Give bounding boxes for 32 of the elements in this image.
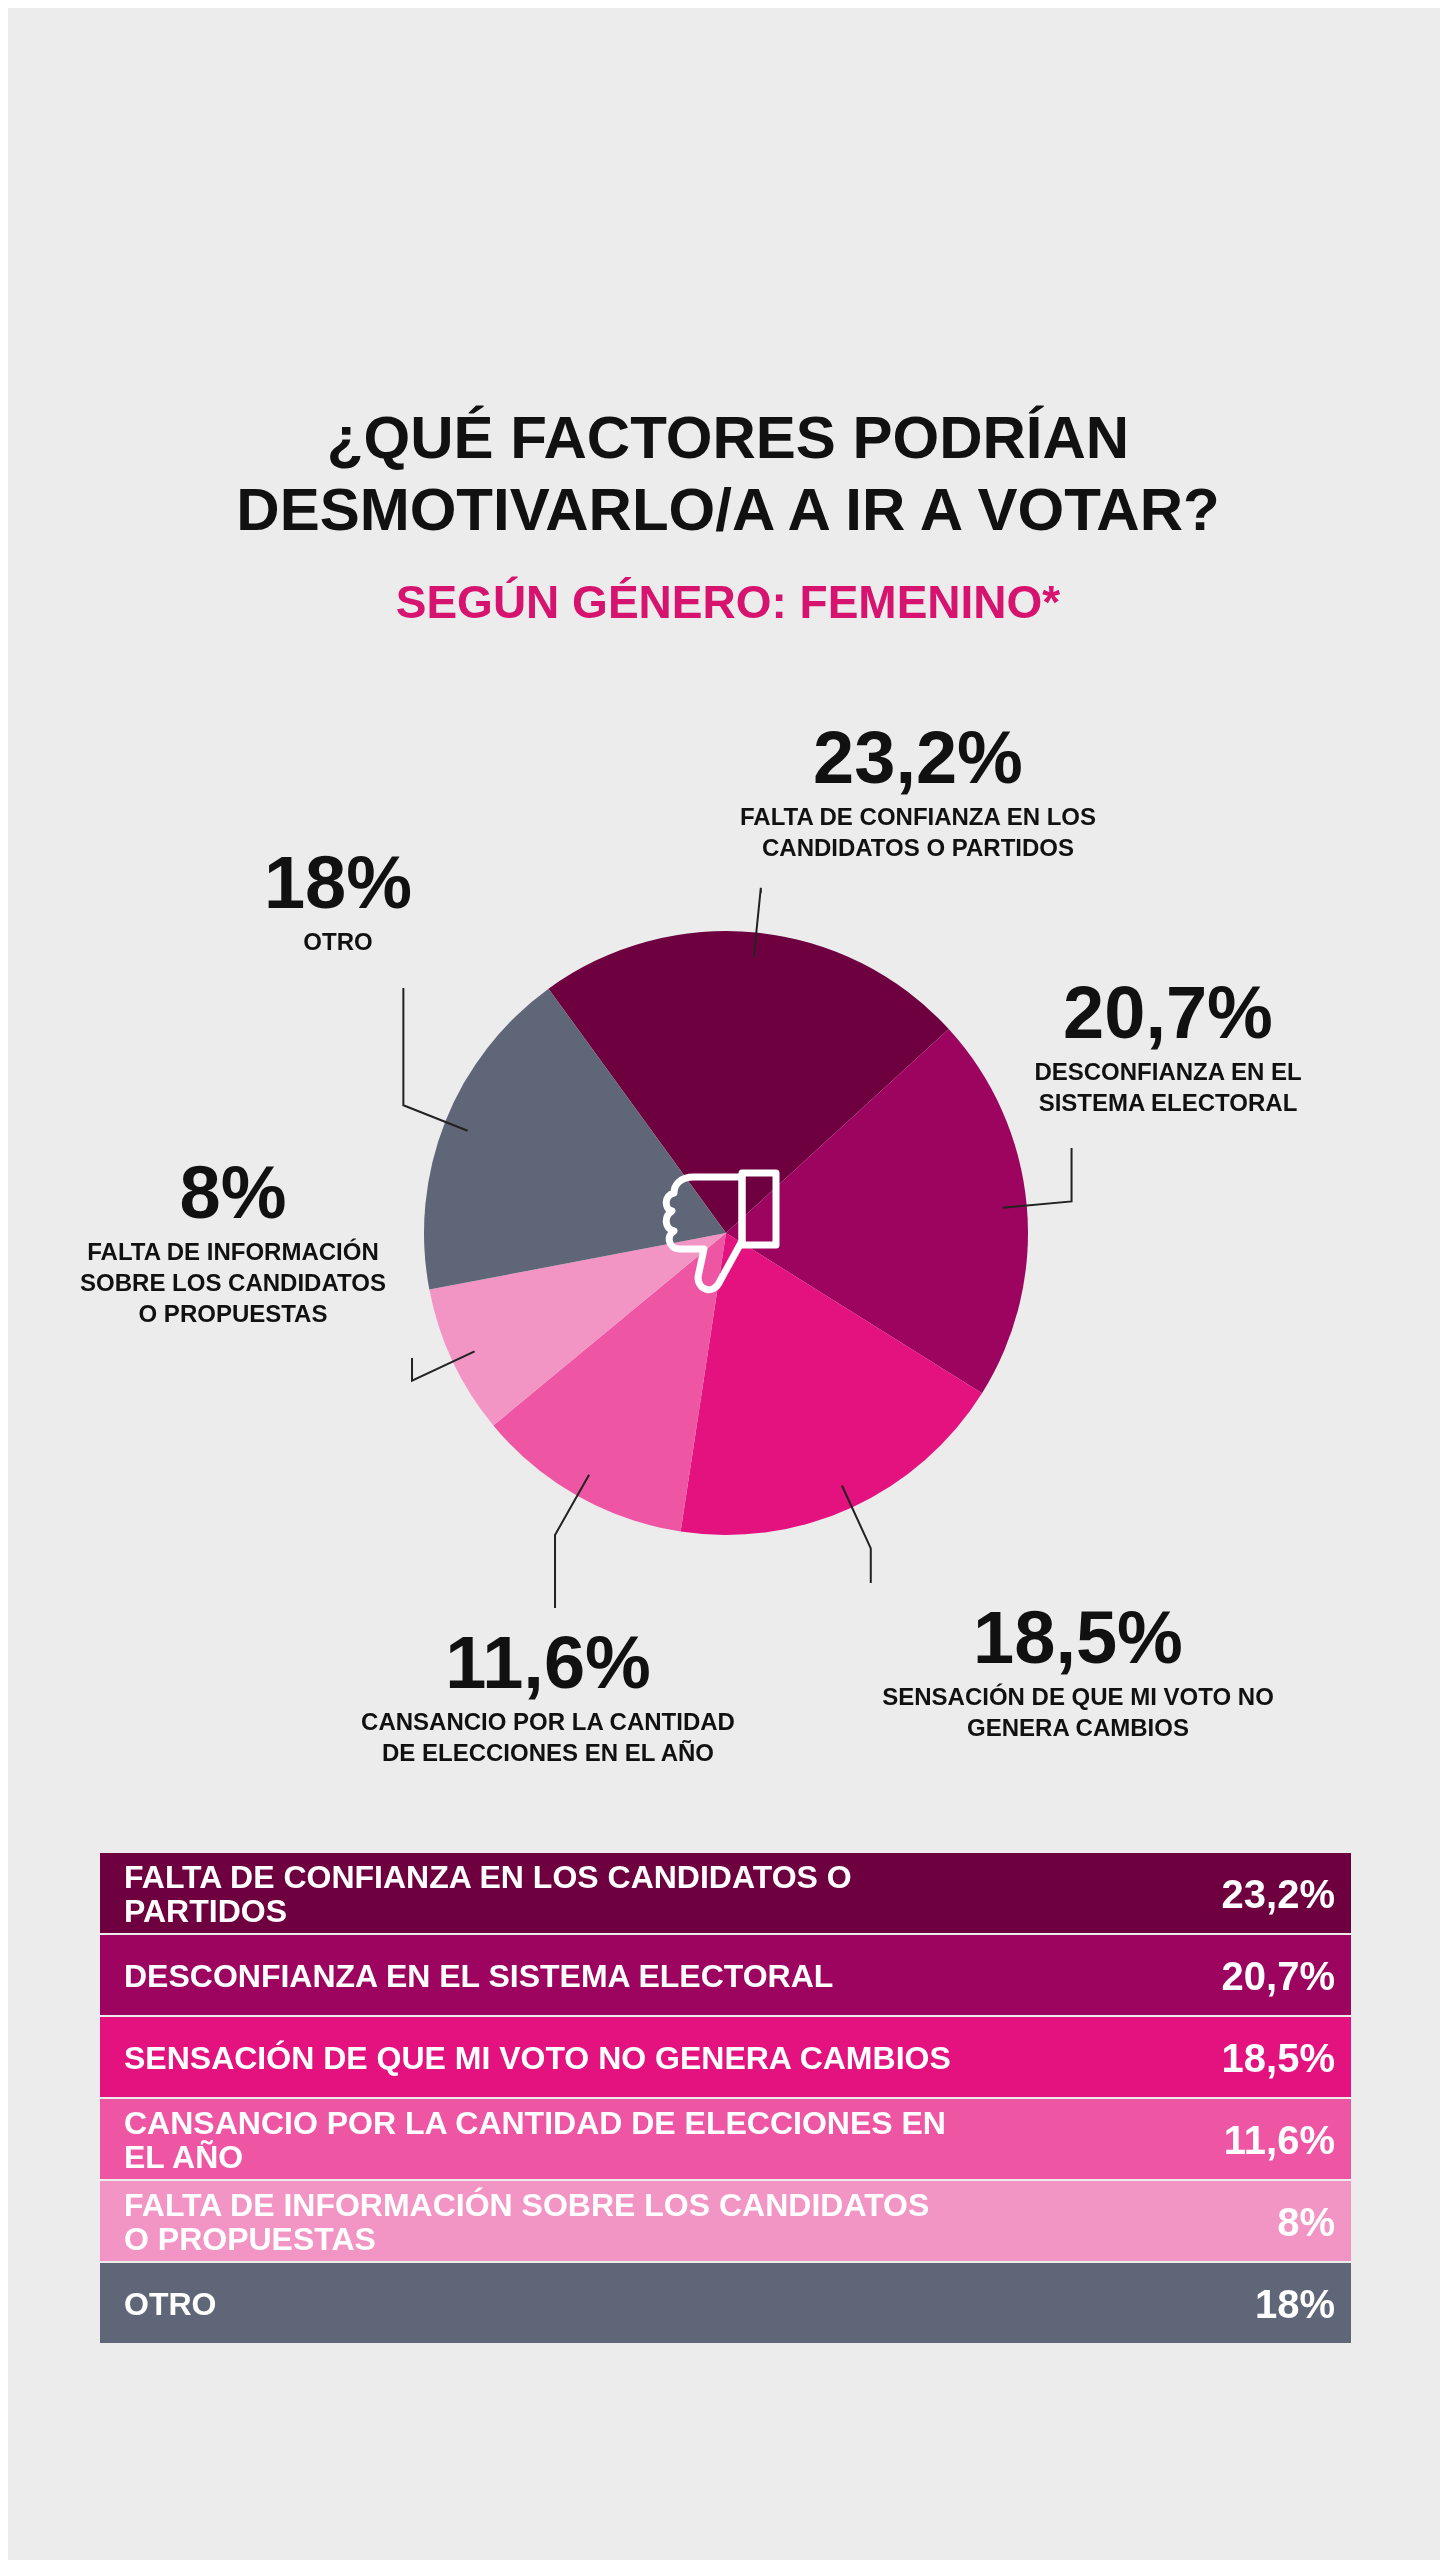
category-label: CANSANCIO POR LA CANTIDAD DE ELECCIONES EN EL AÑO bbox=[124, 2105, 946, 2175]
slice-label: FALTA DE CONFIANZA EN LOS CANDIDATOS O PARTIDOS bbox=[740, 803, 1096, 861]
slice-label: DESCONFIANZA EN EL SISTEMA ELECTORAL bbox=[1034, 1058, 1302, 1116]
pie-slice bbox=[424, 988, 726, 1290]
text: 23,2% bbox=[1221, 1872, 1335, 1916]
data-label: 20,7% bbox=[1063, 971, 1273, 1054]
category-label: OTRO bbox=[124, 2286, 217, 2322]
text: 18% bbox=[1254, 2282, 1335, 2326]
slice-label: CANSANCIO POR LA CANTIDAD DE ELECCIONES EN EL AÑO bbox=[361, 1708, 735, 1766]
pie-slice bbox=[726, 1029, 1028, 1394]
slice-label: SENSACIÓN DE QUE MI VOTO NO GENERA CAMBIOS bbox=[882, 1683, 1274, 1741]
chart-subtitle: SEGÚN GÉNERO: FEMENINO* bbox=[395, 576, 1061, 628]
data-label: 11,6% bbox=[445, 1621, 651, 1704]
text: 11,6% bbox=[1223, 2118, 1335, 2162]
pie-slice bbox=[548, 931, 949, 1233]
data-label: 18,5% bbox=[973, 1596, 1183, 1679]
pie-slice bbox=[493, 1233, 726, 1532]
slice-label: FALTA DE INFORMACIÓN SOBRE LOS CANDIDATOS O PROPUESTAS bbox=[80, 1238, 386, 1327]
text: 18,5% bbox=[1221, 2036, 1335, 2080]
chart-title: ¿QUÉ FACTORES PODRÍAN DESMOTIVARLO/A A IR A VOTAR? bbox=[236, 404, 1220, 543]
category-label: SENSACIÓN DE QUE MI VOTO NO GENERA CAMBIOS bbox=[124, 2040, 951, 2076]
data-label: 23,2% bbox=[813, 716, 1023, 799]
pie-slice bbox=[680, 1233, 982, 1535]
text: 20,7% bbox=[1221, 1954, 1335, 1998]
text: 8% bbox=[1277, 2200, 1335, 2244]
data-label: 18% bbox=[263, 841, 413, 924]
category-label: FALTA DE CONFIANZA EN LOS CANDIDATOS O PARTIDOS bbox=[124, 1859, 852, 1929]
slice-label: OTRO bbox=[303, 928, 373, 955]
data-label: 8% bbox=[179, 1151, 287, 1234]
category-label: DESCONFIANZA EN EL SISTEMA ELECTORAL bbox=[124, 1958, 834, 1994]
category-label: FALTA DE INFORMACIÓN SOBRE LOS CANDIDATOS O PROPUESTAS bbox=[124, 2187, 930, 2257]
pie-slice bbox=[429, 1233, 726, 1426]
